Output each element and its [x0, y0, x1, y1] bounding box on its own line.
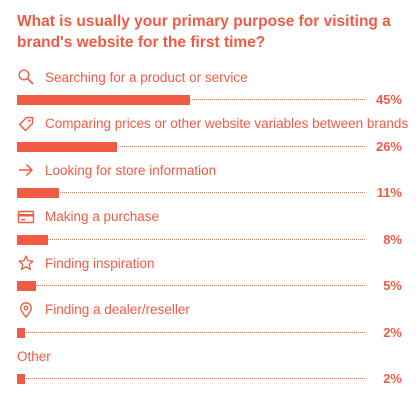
dotted-guide	[17, 192, 365, 193]
bar-row: Other 2%	[17, 347, 405, 391]
bar-row: Finding inspiration 5%	[17, 254, 405, 298]
value-label: 2%	[383, 324, 402, 340]
bar-track	[17, 281, 365, 291]
value-label: 26%	[375, 138, 402, 154]
bar-row: Searching for a product or service 45%	[17, 68, 405, 112]
bar-track	[17, 95, 365, 105]
bar-row: Finding a dealer/reseller 2%	[17, 301, 405, 345]
dotted-guide	[17, 378, 365, 379]
bar-row-header: Making a purchase	[17, 208, 159, 226]
category-label: Comparing prices or other website variab…	[45, 116, 409, 131]
dotted-guide	[17, 99, 365, 100]
bar	[17, 141, 117, 152]
bar	[17, 327, 25, 338]
location-pin-icon	[17, 301, 35, 319]
bar-row-header: Searching for a product or service	[17, 68, 248, 86]
value-label: 11%	[376, 185, 402, 200]
tag-icon	[17, 115, 35, 133]
category-label: Other	[17, 348, 51, 364]
dotted-guide	[17, 145, 365, 147]
bar-track	[17, 141, 365, 152]
bar-row-header: Comparing prices or other website variab…	[17, 115, 408, 133]
bar-track	[17, 327, 365, 338]
category-label: Looking for store information	[45, 162, 217, 178]
bar-track	[17, 374, 365, 384]
bar	[17, 281, 37, 291]
value-label: 45%	[375, 92, 402, 107]
dotted-guide	[17, 331, 365, 333]
category-label: Searching for a product or service	[45, 69, 248, 85]
star-icon	[17, 254, 35, 272]
bar-row: Making a purchase 8%	[17, 208, 405, 252]
bar-track	[17, 188, 365, 198]
bar	[17, 95, 191, 105]
category-label: Making a purchase	[45, 209, 160, 224]
dotted-guide	[17, 285, 365, 286]
chart-title: What is usually your primary purpose for…	[17, 13, 391, 51]
bar-row: Comparing prices or other website variab…	[17, 115, 408, 159]
bar-row-header: Finding a dealer/reseller	[17, 301, 190, 319]
category-label: Finding inspiration	[45, 255, 155, 271]
bar	[17, 234, 48, 245]
arrow-right-icon	[17, 161, 35, 179]
category-label: Finding a dealer/reseller	[45, 302, 190, 317]
value-label: 2%	[383, 371, 402, 386]
bar-row: Looking for store information 11%	[17, 161, 405, 205]
value-label: 8%	[383, 231, 402, 247]
dotted-guide	[17, 238, 365, 240]
value-label: 5%	[383, 278, 402, 293]
search-icon	[17, 68, 35, 86]
bar	[17, 374, 25, 384]
bar	[17, 188, 60, 198]
bar-row-header: Finding inspiration	[17, 254, 155, 272]
bar-row-header: Looking for store information	[17, 161, 216, 179]
credit-card-icon	[17, 208, 35, 226]
bar-track	[17, 234, 365, 245]
bar-row-header: Other	[17, 347, 51, 365]
